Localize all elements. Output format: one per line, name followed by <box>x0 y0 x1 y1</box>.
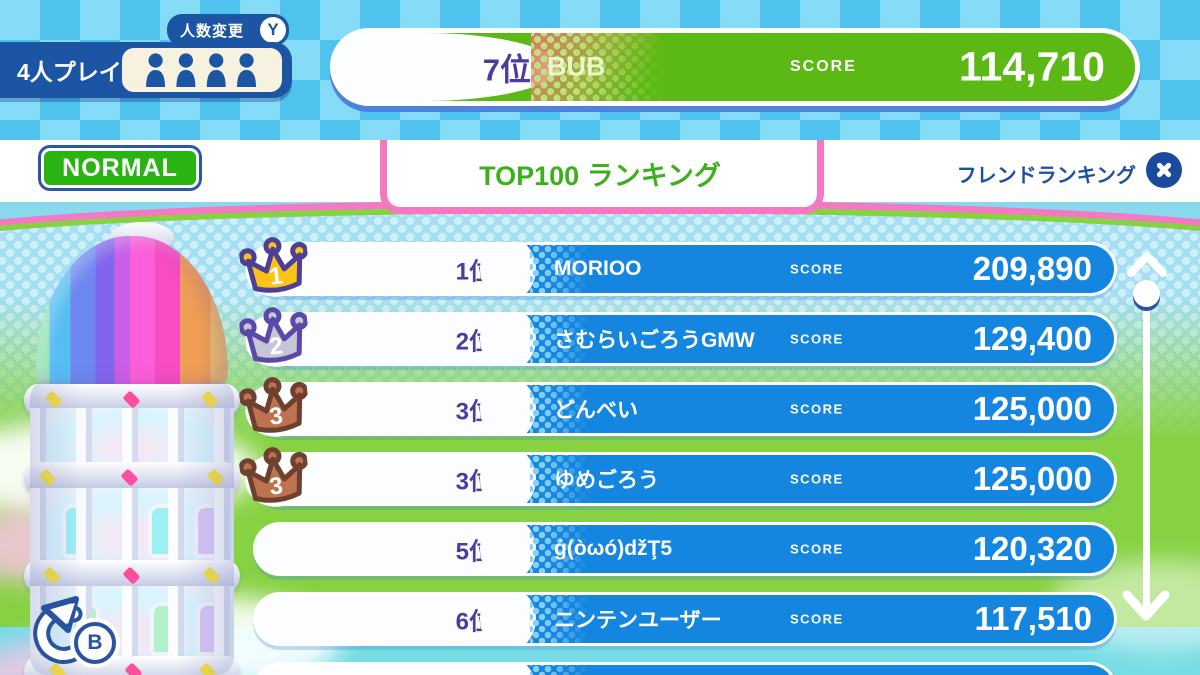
tower-rainbow-dome <box>36 236 228 394</box>
tower-ring <box>24 656 240 675</box>
scrollbar-track[interactable] <box>1143 300 1150 612</box>
page-title: TOP100 ランキング <box>479 161 721 191</box>
title-tab <box>380 140 824 214</box>
tower-section <box>30 408 234 468</box>
b-button-icon: B <box>74 622 116 664</box>
players-icons-panel <box>122 48 282 92</box>
close-friend-ranking-button[interactable] <box>1146 152 1182 188</box>
y-button-icon: Y <box>260 17 286 43</box>
halftone-transition <box>531 33 671 101</box>
current-player-rank: 7位 <box>482 52 531 88</box>
score-label: SCORE <box>790 58 857 75</box>
difficulty-label: NORMAL <box>41 148 199 188</box>
players-count-label: 4人プレイ <box>17 59 122 85</box>
scroll-up-icon[interactable] <box>1126 250 1168 278</box>
undo-arrow-icon <box>33 596 93 664</box>
ranking-row-partial <box>253 662 1117 675</box>
person-icons <box>146 53 256 88</box>
current-player-score: 114,710 <box>959 43 1105 90</box>
difficulty-badge: NORMAL <box>38 145 202 191</box>
players-count-bar: 4人プレイ <box>0 42 292 98</box>
friend-ranking-label: フレンドランキング <box>956 165 1136 187</box>
current-player-bar: 7位 BUB SCORE 114,710 <box>330 28 1140 106</box>
scrollbar-knob[interactable] <box>1133 280 1160 307</box>
scroll-down-icon[interactable] <box>1122 590 1170 622</box>
current-player-name: BUB <box>547 51 606 82</box>
back-button[interactable]: B <box>18 596 118 672</box>
change-players-button[interactable]: 人数変更 Y <box>167 14 289 46</box>
change-players-label: 人数変更 <box>180 22 245 40</box>
tower-section <box>30 488 234 566</box>
